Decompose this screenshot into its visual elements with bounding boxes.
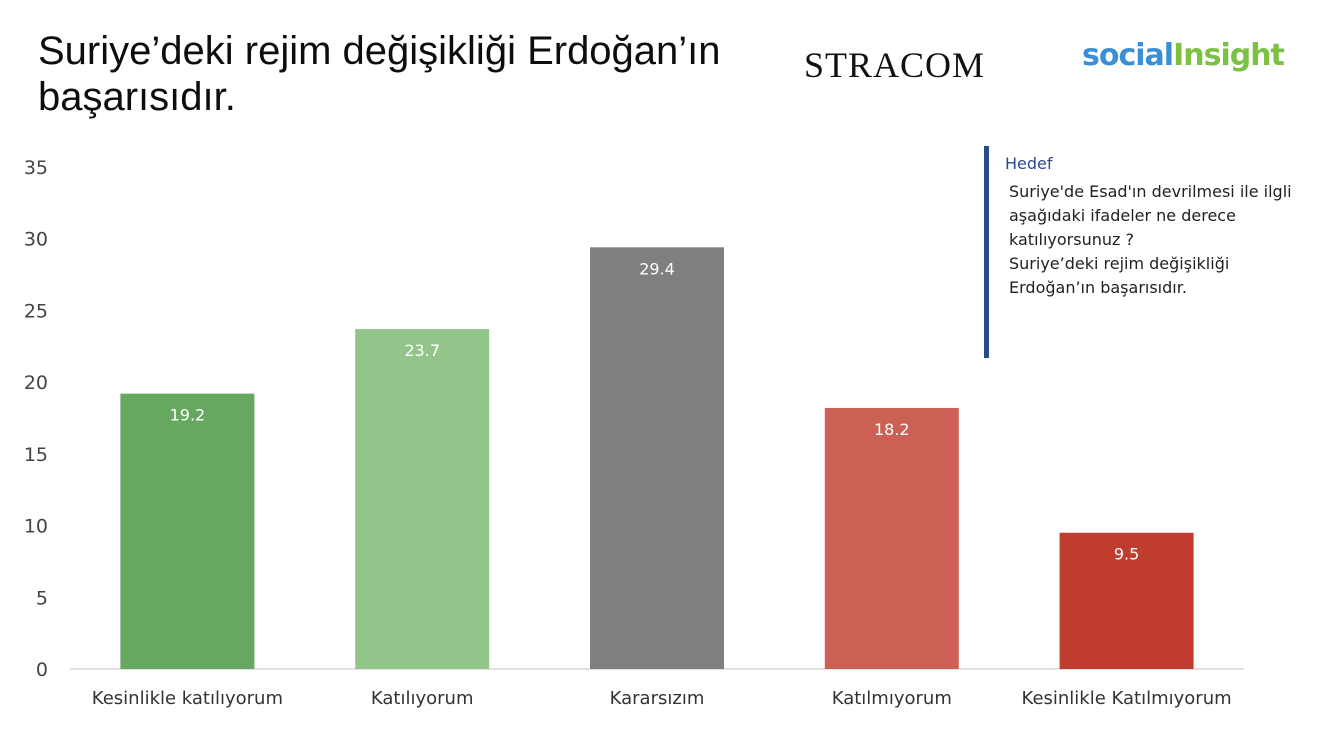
x-category-label: Katılıyorum [371,688,474,709]
y-tick-label: 5 [36,587,48,609]
bar-value-label: 18.2 [874,420,910,439]
y-tick-label: 35 [24,157,48,179]
bar [590,247,724,669]
bar [355,329,490,669]
note-heading: Hedef [1005,154,1053,173]
chart-title: Suriye’deki rejim değişikliği Erdoğan’ın… [38,29,721,119]
stracom-logo: STRACOM [804,45,986,85]
y-tick-label: 30 [24,229,48,251]
bar [824,407,959,669]
bar-value-label: 19.2 [170,406,206,425]
x-category-label: Katılmıyorum [832,688,952,709]
bar-value-label: 9.5 [1114,545,1139,564]
x-category-label: Kesinlikle katılıyorum [92,688,283,709]
bar-value-label: 23.7 [404,341,440,360]
bar [1059,532,1194,669]
y-tick-label: 0 [36,659,48,681]
x-category-label: Kesinlikle Katılmıyorum [1022,688,1232,709]
y-tick-label: 15 [24,444,48,466]
note-box: Hedef Suriye'de Esad'ın devrilmesi ile i… [984,146,1309,358]
social-logo-part: social [1082,38,1174,73]
y-tick-label: 10 [24,516,48,538]
insight-logo-part: Insight [1173,38,1285,73]
bar [120,393,255,669]
y-tick-label: 20 [24,372,48,394]
note-text: Suriye'de Esad'ın devrilmesi ile ilgli a… [1009,182,1292,297]
x-category-label: Kararsızım [610,688,705,709]
bar-value-label: 29.4 [639,259,675,278]
socialinsight-logo: socialInsight [1082,38,1285,73]
y-tick-label: 25 [24,300,48,322]
